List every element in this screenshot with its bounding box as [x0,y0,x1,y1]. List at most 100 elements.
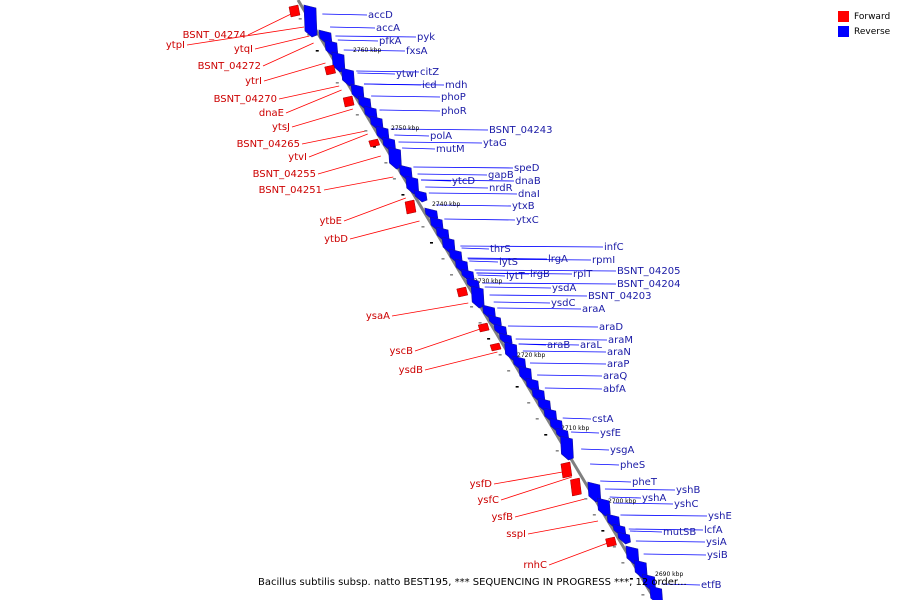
reverse-connector [417,173,488,176]
forward-gene-label: ytvI [288,152,307,163]
forward-connector [247,11,296,36]
reverse-gene-block [649,585,663,600]
gene-glyphs [288,4,663,600]
forward-connector [285,89,342,114]
forward-gene-label: BSNT_04270 [214,94,277,105]
reverse-gene-label: ysdC [551,298,575,309]
forward-gene-block [477,322,490,333]
reverse-gene-label: lytS [499,257,518,268]
reverse-gene-block [596,497,611,517]
reverse-gene-label: araP [607,359,629,370]
forward-connector [308,133,368,158]
position-dash [629,578,633,580]
reverse-gene-label: pheS [620,460,645,471]
reverse-connector [661,583,701,586]
reverse-connector [515,338,608,341]
tick-label: 2730 kbp [474,278,502,285]
reverse-gene-label: abfA [603,384,626,395]
forward-gene-block [368,138,381,148]
tick-label: 2750 kbp [391,125,419,132]
position-dash [307,34,311,36]
reverse-gene-label: araB [547,340,570,351]
position-dash [401,194,405,196]
forward-gene-label: yscB [390,346,414,357]
reverse-connector [394,134,430,137]
position-dash [478,322,482,324]
reverse-connector [402,147,436,150]
reverse-connector [537,374,603,377]
position-dash [515,386,519,388]
forward-connector [263,62,326,82]
forward-connector [278,85,340,100]
reverse-gene-label: BSNT_04205 [617,266,680,277]
map-caption: Bacillus subtilis subsp. natto BEST195, … [258,577,687,588]
reverse-connector [529,362,607,365]
reverse-gene-label: pfkA [379,36,402,47]
reverse-gene-label: citZ [420,67,439,78]
reverse-gene-label: mutSB [663,527,696,538]
forward-gene-label: dnaE [259,108,284,119]
forward-connector [262,42,314,67]
forward-gene-label: BSNT_04265 [237,139,300,150]
position-dash [584,498,588,500]
forward-gene-label: BSNT_04251 [259,185,322,196]
position-dash [450,274,454,276]
reverse-connector [544,387,603,390]
reverse-connector [460,245,604,248]
reverse-gene-block [413,189,428,203]
position-dash [298,18,302,20]
reverse-gene-label: BSNT_04203 [588,291,651,302]
reverse-connector [335,35,417,38]
reverse-gene-block [341,67,355,87]
reverse-gene-label: nrdR [489,183,513,194]
position-dash [487,338,491,340]
forward-gene-label: ysfD [470,479,493,490]
reverse-gene-label: polA [430,131,452,142]
reverse-connector [461,247,490,250]
reverse-gene-label: icd [422,80,437,91]
reverse-connector [390,128,489,131]
reverse-connector [357,72,396,75]
position-dash [527,402,531,404]
forward-gene-label: ytbD [324,234,348,245]
position-dash [372,146,376,148]
reverse-gene-label: accD [368,10,393,21]
forward-gene-block [456,286,469,298]
tick-label: 2700 kbp [608,498,636,505]
reverse-connector [507,325,599,328]
reverse-connector [522,350,607,353]
tick-label: 2690 kbp [655,571,683,578]
forward-gene-block [489,342,502,352]
reverse-connector [643,553,707,556]
reverse-connector [571,431,600,434]
reverse-connector [635,540,706,543]
reverse-gene-label: ytcD [452,176,475,187]
reverse-gene-label: phoP [441,92,466,103]
forward-gene-label: ytqI [234,44,253,55]
reverse-gene-label: cstA [592,414,614,425]
position-dash [641,594,645,596]
position-dash [601,530,605,532]
forward-connector [301,130,367,145]
reverse-gene-label: yshA [642,493,666,504]
reverse-gene-label: phoR [441,106,467,117]
forward-gene-block [570,477,582,497]
reverse-gene-label: ytwI [396,69,417,80]
reverse-gene-label: thrS [490,244,511,255]
reverse-connector [493,301,551,304]
reverse-gene-label: dnaB [515,176,541,187]
position-dash [555,450,559,452]
reverse-connector [428,192,518,195]
forward-connector [254,35,310,50]
reverse-gene-label: dnaI [518,189,540,200]
reverse-gene-label: gapB [488,170,514,181]
legend-forward-label: Forward [854,11,891,22]
tick-label: 2710 kbp [561,425,589,432]
reverse-gene-label: yshC [674,499,698,510]
reverse-gene-label: lcfA [704,525,723,536]
reverse-connector [518,343,580,346]
position-dash [364,130,368,132]
legend: Forward Reverse [838,9,890,39]
reverse-swatch [838,26,849,37]
